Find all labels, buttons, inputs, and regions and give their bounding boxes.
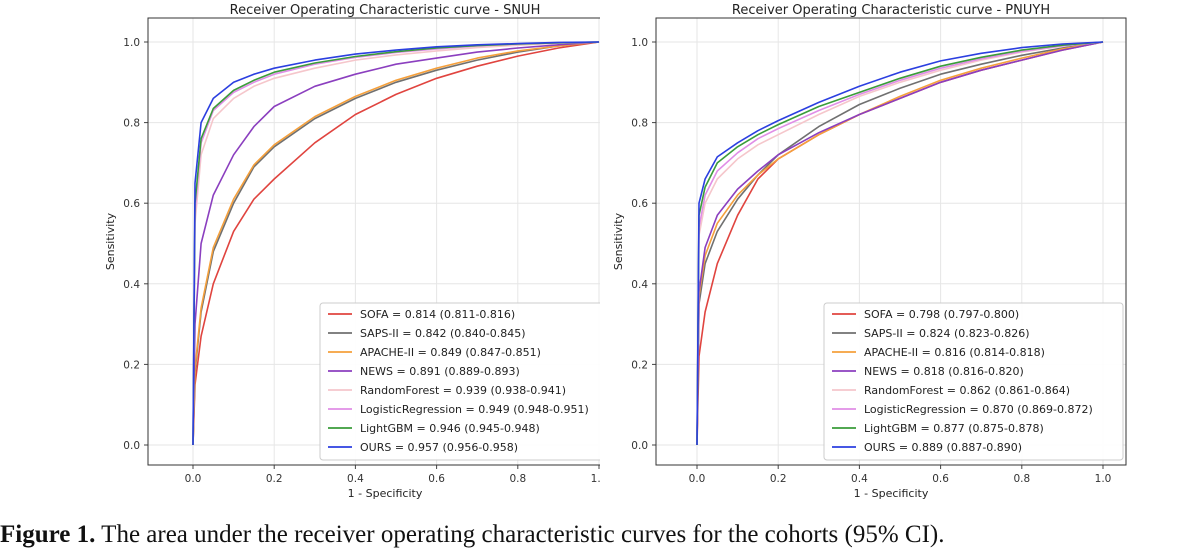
x-axis-label: 1 - Specificity <box>854 487 929 500</box>
x-axis-label: 1 - Specificity <box>348 487 423 500</box>
legend-entry-saps-ii: SAPS-II = 0.842 (0.840-0.845) <box>360 327 526 340</box>
plot-frame <box>147 17 600 466</box>
legend-entry-logisticregression: LogisticRegression = 0.949 (0.948-0.951) <box>360 403 589 416</box>
roc-curve-saps-ii <box>696 41 1104 446</box>
y-tick-label: 1.0 <box>123 37 140 49</box>
x-tick-label: 0.0 <box>185 473 202 485</box>
legend-entry-ours: OURS = 0.889 (0.887-0.890) <box>864 441 1022 454</box>
roc-curve-randomforest <box>192 41 600 446</box>
legend-entry-news: NEWS = 0.818 (0.816-0.820) <box>864 365 1024 378</box>
y-axis-label: Sensitivity <box>104 212 117 270</box>
legend-entry-apache-ii: APACHE-II = 0.816 (0.814-0.818) <box>864 346 1045 359</box>
legend-entry-apache-ii: APACHE-II = 0.849 (0.847-0.851) <box>360 346 541 359</box>
plot-frame <box>655 17 1127 466</box>
x-tick-label: 0.4 <box>851 473 868 485</box>
legend-entry-sofa: SOFA = 0.814 (0.811-0.816) <box>360 308 515 321</box>
roc-chart-pnuyh: Receiver Operating Characteristic curve … <box>612 3 1127 500</box>
y-tick-label: 0.6 <box>123 198 140 210</box>
roc-curve-news <box>696 41 1104 446</box>
roc-curve-sofa <box>192 41 600 446</box>
x-tick-label: 0.2 <box>770 473 787 485</box>
x-tick-label: 0.8 <box>509 473 526 485</box>
figure-caption: Figure 1. The area under the receiver op… <box>0 521 1200 555</box>
roc-curve-apache-ii <box>192 41 600 446</box>
roc-curve-lightgbm <box>696 41 1104 446</box>
roc-curve-randomforest <box>696 41 1104 446</box>
x-tick-label: 1.0 <box>1095 473 1112 485</box>
figure-caption-label: Figure 1. <box>0 521 96 548</box>
legend-entry-news: NEWS = 0.891 (0.889-0.893) <box>360 365 520 378</box>
legend-box <box>823 302 1124 461</box>
legend-entry-lightgbm: LightGBM = 0.946 (0.945-0.948) <box>360 422 540 435</box>
roc-chart-snuh: Receiver Operating Characteristic curve … <box>104 3 600 500</box>
x-tick-label: 0.8 <box>1013 473 1030 485</box>
chart-title: Receiver Operating Characteristic curve … <box>732 3 1050 18</box>
x-tick-label: 1.0 <box>591 473 600 485</box>
roc-curve-ours <box>192 41 600 446</box>
legend-entry-randomforest: RandomForest = 0.862 (0.861-0.864) <box>864 384 1070 397</box>
y-tick-label: 0.8 <box>123 118 140 130</box>
legend-entry-ours: OURS = 0.957 (0.956-0.958) <box>360 441 518 454</box>
x-tick-label: 0.0 <box>689 473 706 485</box>
y-tick-label: 0.0 <box>631 440 648 452</box>
legend-entry-randomforest: RandomForest = 0.939 (0.938-0.941) <box>360 384 566 397</box>
x-tick-label: 0.6 <box>932 473 949 485</box>
x-tick-label: 0.2 <box>266 473 283 485</box>
y-tick-label: 1.0 <box>631 37 648 49</box>
roc-curve-ours <box>696 41 1104 446</box>
x-tick-label: 0.6 <box>428 473 445 485</box>
y-tick-label: 0.2 <box>123 359 140 371</box>
figure-caption-text: The area under the receiver operating ch… <box>95 521 945 548</box>
legend-entry-sofa: SOFA = 0.798 (0.797-0.800) <box>864 308 1019 321</box>
legend-entry-lightgbm: LightGBM = 0.877 (0.875-0.878) <box>864 422 1044 435</box>
roc-curve-logisticregression <box>696 41 1104 446</box>
y-axis-label: Sensitivity <box>612 212 625 270</box>
y-tick-label: 0.4 <box>123 279 140 291</box>
roc-curve-apache-ii <box>696 41 1104 446</box>
y-tick-label: 0.2 <box>631 359 648 371</box>
legend-box <box>319 302 600 461</box>
y-tick-label: 0.0 <box>123 440 140 452</box>
y-tick-label: 0.4 <box>631 279 648 291</box>
legend-entry-saps-ii: SAPS-II = 0.824 (0.823-0.826) <box>864 327 1030 340</box>
y-tick-label: 0.6 <box>631 198 648 210</box>
y-tick-label: 0.8 <box>631 118 648 130</box>
x-tick-label: 0.4 <box>347 473 364 485</box>
chart-title: Receiver Operating Characteristic curve … <box>230 3 541 18</box>
legend-entry-logisticregression: LogisticRegression = 0.870 (0.869-0.872) <box>864 403 1093 416</box>
roc-curve-news <box>192 41 600 446</box>
